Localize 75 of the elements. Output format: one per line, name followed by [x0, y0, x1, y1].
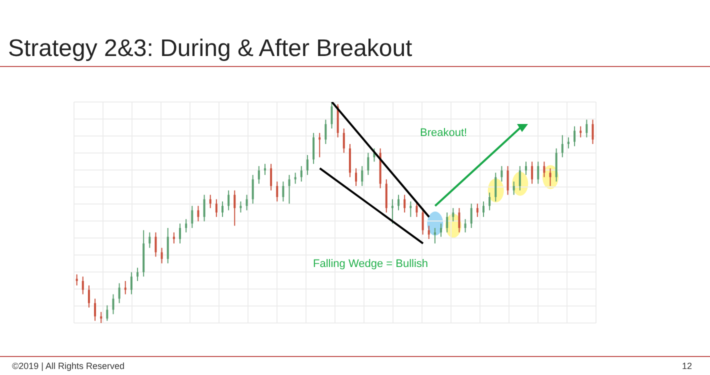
candlestick [464, 218, 466, 233]
candlestick [398, 194, 400, 211]
candlestick [458, 208, 460, 233]
candlestick [506, 166, 509, 196]
candlestick [130, 272, 132, 295]
candlestick [258, 166, 260, 184]
candlestick [82, 276, 84, 295]
candlestick [476, 203, 478, 218]
candlestick [288, 174, 290, 204]
chart-title: Strategy 2&3: During & After Breakout [8, 35, 412, 63]
candlestick [160, 247, 163, 264]
candlestick [300, 166, 302, 182]
candlestick [452, 208, 454, 222]
candlestick [488, 192, 491, 211]
candlestick [124, 280, 126, 295]
candlestick [342, 128, 345, 154]
candlestick [330, 102, 333, 130]
candlestick [306, 154, 308, 176]
candlestick [88, 284, 90, 308]
candlestick [246, 194, 248, 211]
candlestick [203, 194, 206, 222]
candlestick [118, 282, 120, 304]
candlestick [531, 161, 534, 184]
candlestick [422, 208, 424, 236]
candlestick [312, 132, 315, 164]
candlestick [494, 172, 497, 202]
candlestick [373, 148, 376, 162]
candlestick [592, 119, 594, 144]
candlestick [234, 190, 236, 226]
candlestick [355, 168, 358, 186]
candlestick [512, 181, 515, 196]
candlestick [470, 203, 472, 228]
candlestick [282, 181, 284, 202]
candlestick [136, 267, 139, 282]
candlestick [154, 232, 157, 258]
candlestick [367, 152, 370, 176]
text: ©2019 | All Rights Reserved [12, 361, 125, 371]
candlestick [446, 212, 448, 233]
annotation: Falling Wedge = Bullish [313, 258, 428, 270]
candlestick [215, 198, 218, 218]
candlestick [148, 232, 151, 248]
candlestick [294, 172, 296, 184]
candlestick [270, 163, 272, 191]
text: 12 [682, 361, 692, 371]
candlestick [252, 174, 254, 204]
candlestick [586, 119, 588, 138]
candlestick [197, 205, 200, 222]
candlestick [191, 205, 194, 228]
candlestick [404, 194, 406, 213]
candlestick [549, 168, 552, 186]
candlestick [524, 161, 527, 176]
candlestick [324, 119, 327, 144]
candlestick [428, 225, 430, 240]
candlestick [482, 200, 484, 218]
candlestick [112, 294, 114, 315]
candlestick [518, 166, 521, 191]
candlestick [185, 218, 188, 233]
candlestick [179, 223, 182, 244]
candlestick [361, 166, 364, 186]
candlestick [106, 304, 108, 322]
candlestick [416, 200, 418, 218]
candlestick [561, 134, 564, 158]
candlestick [209, 194, 212, 209]
candlestick [580, 126, 582, 138]
candlestick [574, 126, 576, 147]
candlestick [228, 190, 230, 211]
candlestick [166, 227, 169, 264]
annotation: Breakout! [420, 127, 468, 139]
candlestick [537, 161, 540, 184]
candlestick [94, 298, 96, 322]
candlestick [500, 166, 503, 182]
candlestick [440, 223, 442, 238]
candlestick [543, 161, 546, 178]
candlestick [221, 200, 224, 218]
candlestick [276, 181, 278, 202]
